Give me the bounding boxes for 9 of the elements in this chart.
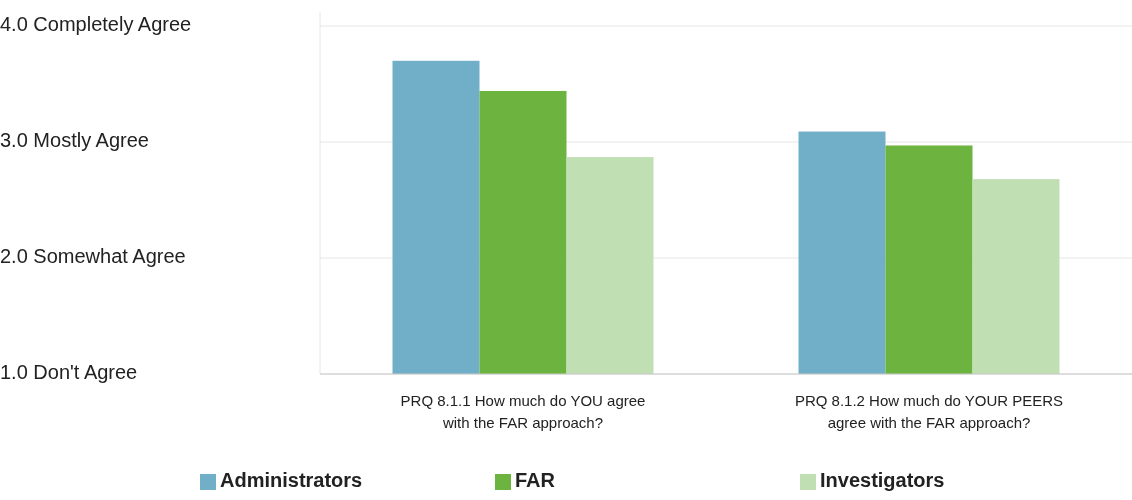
legend-label: Administrators — [220, 469, 363, 492]
y-tick-label: 4.0 Completely Agree — [0, 13, 192, 36]
y-tick-label: 2.0 Somewhat Agree — [0, 245, 186, 268]
y-tick-label: 1.0 Don't Agree — [0, 361, 138, 384]
legend-label: Investigators — [820, 469, 945, 492]
legend-label: FAR — [515, 469, 556, 492]
x-tick-label: PRQ 8.1.2 How much do YOUR PEERS agree with the FAR approach? — [794, 392, 1064, 431]
y-tick-label: 3.0 Mostly Agree — [0, 129, 149, 152]
x-tick-label: PRQ 8.1.1 How much do YOU agree with the FAR approach? — [400, 392, 646, 431]
